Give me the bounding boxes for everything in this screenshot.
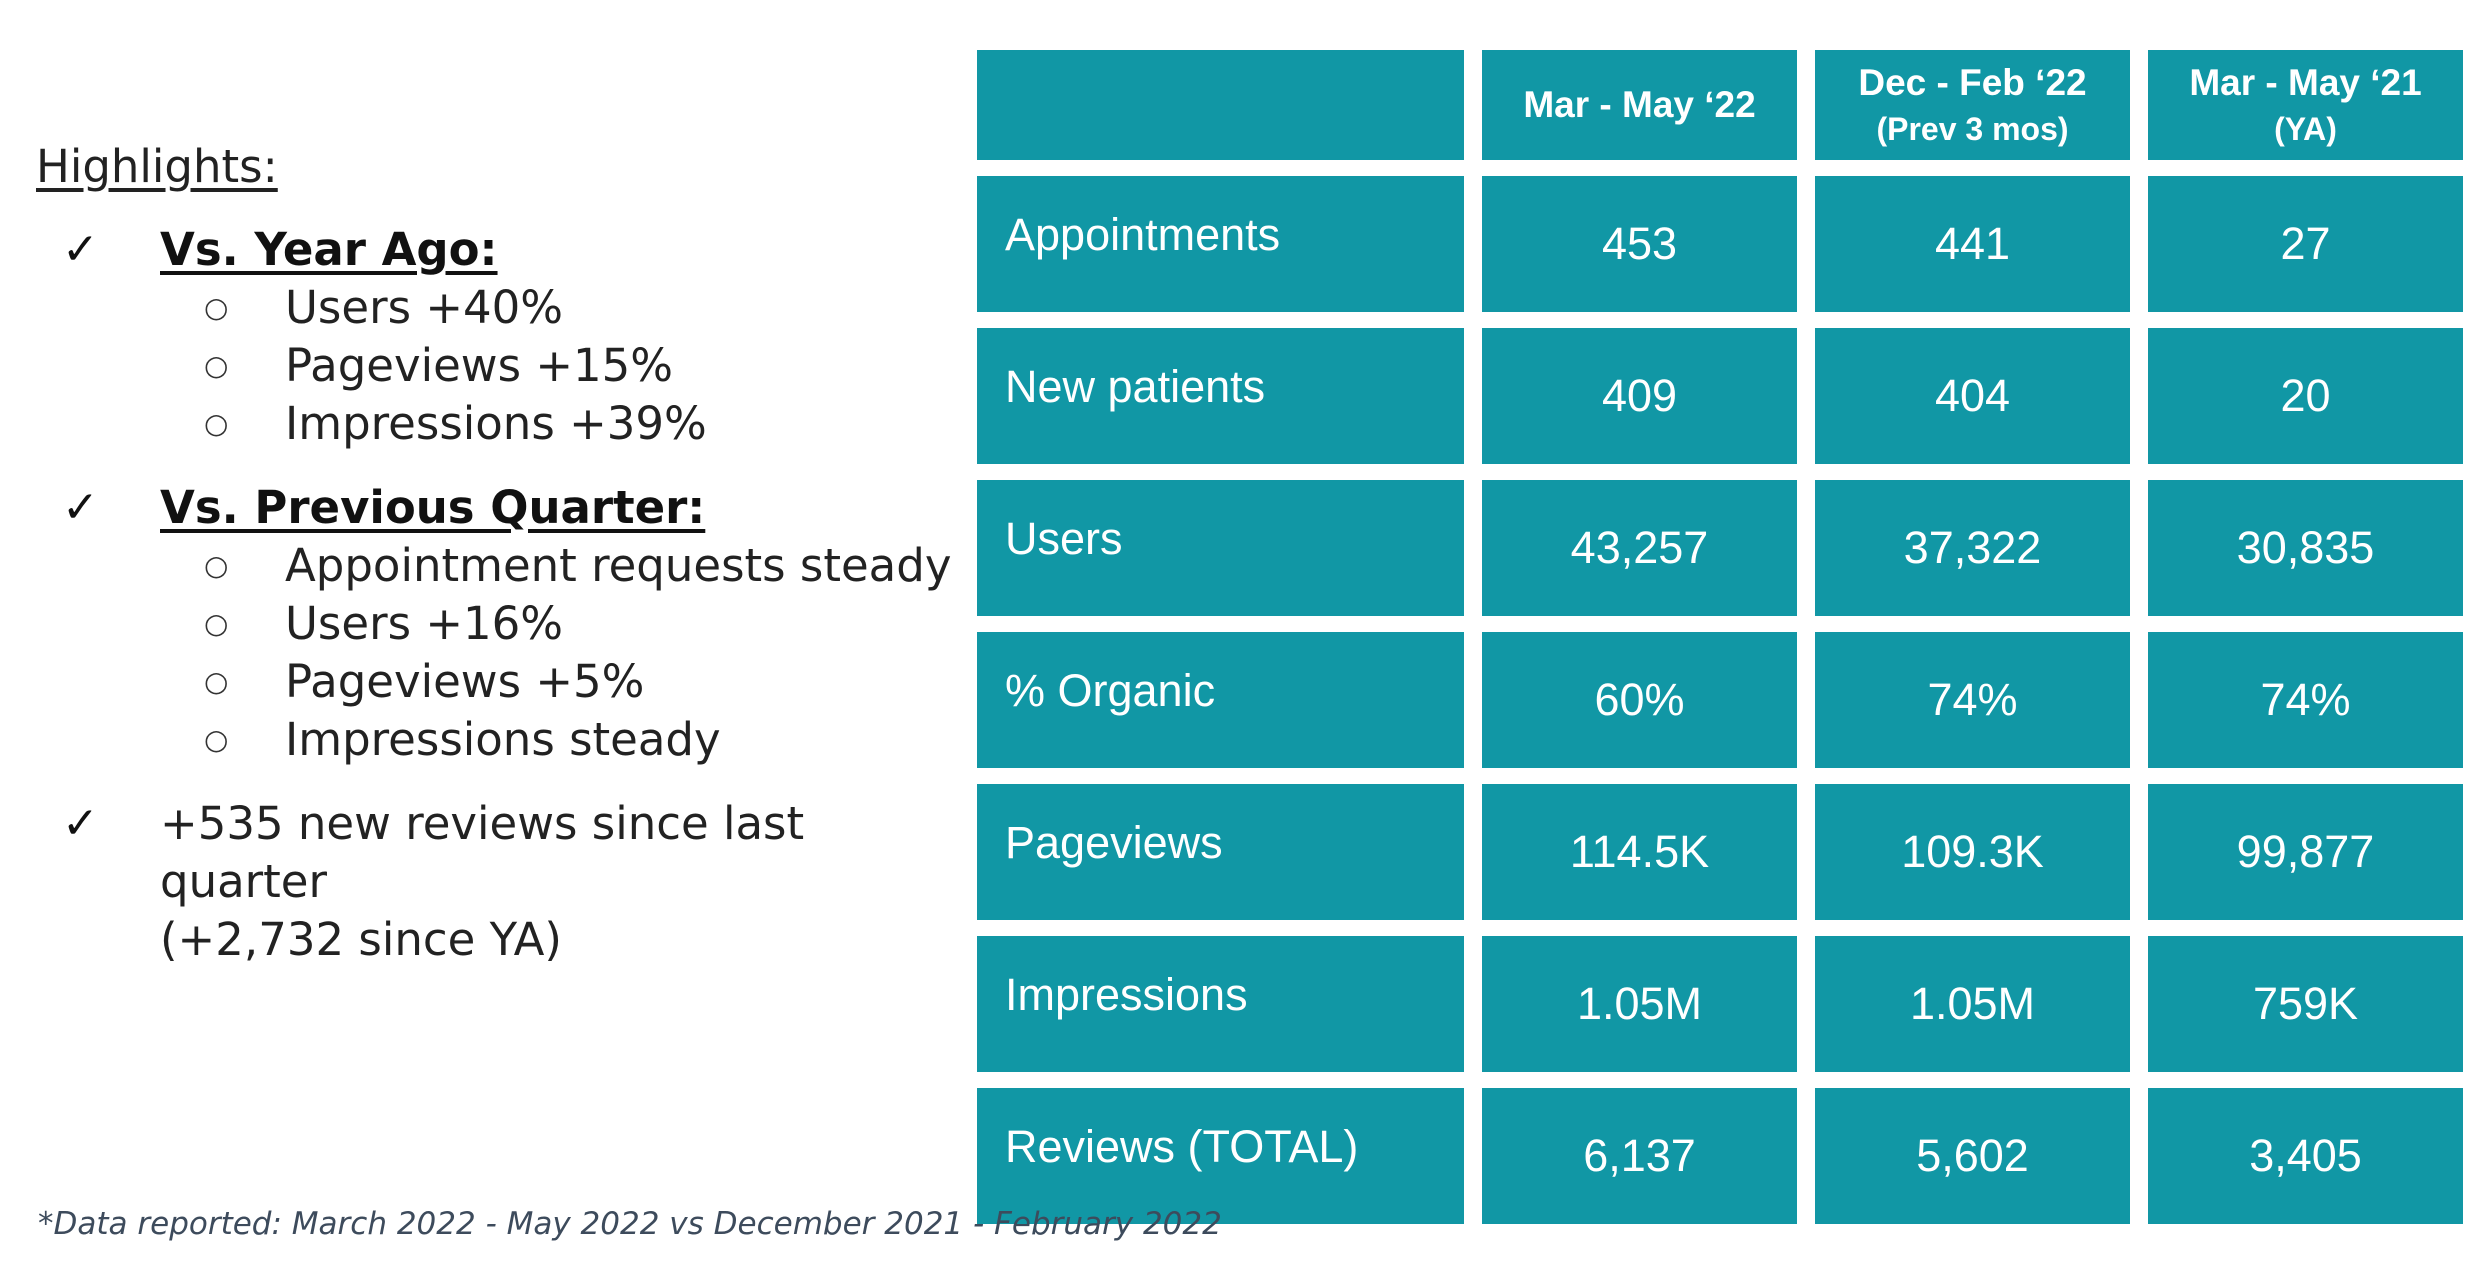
table-row: New patients 409 404 20 [977, 328, 2463, 464]
header-sublabel: (YA) [2274, 111, 2337, 147]
list-item-text: Pageviews +5% [285, 655, 645, 708]
highlights-title: Highlights: [36, 140, 278, 193]
header-cell-year-ago: Mar - May ‘21 (YA) [2148, 50, 2463, 160]
table-cell: 453 [1482, 176, 1797, 312]
list-item: ○ Users +40% [160, 279, 976, 337]
circle-bullet-icon: ○ [204, 291, 229, 324]
table-cell: 6,137 [1482, 1088, 1797, 1224]
section-reviews: ✓ +535 new reviews since last quarter (+… [36, 795, 976, 969]
checkmark-icon: ✓ [62, 798, 99, 849]
header-cell-previous: Dec - Feb ‘22 (Prev 3 mos) [1815, 50, 2130, 160]
table-header-row: Mar - May ‘22 Dec - Feb ‘22 (Prev 3 mos) … [977, 50, 2463, 160]
table-row: Pageviews 114.5K 109.3K 99,877 [977, 784, 2463, 920]
row-label: Users [977, 480, 1464, 616]
section-vs-year-ago: ✓ Vs. Year Ago: ○ Users +40% ○ Pageviews +… [36, 221, 976, 453]
table-cell: 404 [1815, 328, 2130, 464]
circle-bullet-icon: ○ [204, 349, 229, 382]
header-cell-empty [977, 50, 1464, 160]
table-cell: 30,835 [2148, 480, 2463, 616]
table-row: % Organic 60% 74% 74% [977, 632, 2463, 768]
header-sublabel: (Prev 3 mos) [1876, 111, 2069, 147]
table-cell: 114.5K [1482, 784, 1797, 920]
metrics-table: Mar - May ‘22 Dec - Feb ‘22 (Prev 3 mos) … [959, 34, 2481, 1240]
table-cell: 1.05M [1482, 936, 1797, 1072]
circle-bullet-icon: ○ [204, 407, 229, 440]
row-label: Appointments [977, 176, 1464, 312]
section-vs-previous-quarter: ✓ Vs. Previous Quarter: ○ Appointment req… [36, 479, 976, 769]
circle-bullet-icon: ○ [204, 723, 229, 756]
list-item: ○ Impressions steady [160, 711, 976, 769]
reviews-note-line2: (+2,732 since YA) [160, 913, 562, 966]
table-cell: 409 [1482, 328, 1797, 464]
row-label: Impressions [977, 936, 1464, 1072]
highlights-panel: Highlights: ✓ Vs. Year Ago: ○ Users +40% … [36, 140, 976, 995]
footnote: *Data reported: March 2022 - May 2022 vs… [38, 1206, 1222, 1242]
list-item-text: Users +16% [285, 597, 564, 650]
table-cell: 441 [1815, 176, 2130, 312]
table-cell: 109.3K [1815, 784, 2130, 920]
circle-bullet-icon: ○ [204, 607, 229, 640]
table-cell: 37,322 [1815, 480, 2130, 616]
list-item: ○ Impressions +39% [160, 395, 976, 453]
header-label: Dec - Feb ‘22 [1858, 62, 2087, 103]
table-cell: 60% [1482, 632, 1797, 768]
table-cell: 20 [2148, 328, 2463, 464]
header-cell-current: Mar - May ‘22 [1482, 50, 1797, 160]
list-item: ○ Appointment requests steady [160, 537, 976, 595]
header-label: Mar - May ‘21 [2189, 62, 2422, 103]
section-heading: Vs. Previous Quarter: [160, 481, 706, 534]
header-label: Mar - May ‘22 [1523, 84, 1756, 125]
table-cell: 5,602 [1815, 1088, 2130, 1224]
table-row: Users 43,257 37,322 30,835 [977, 480, 2463, 616]
checkmark-icon: ✓ [62, 482, 99, 533]
table-cell: 74% [2148, 632, 2463, 768]
list-item: ○ Pageviews +15% [160, 337, 976, 395]
section-heading: Vs. Year Ago: [160, 223, 498, 276]
table-cell: 43,257 [1482, 480, 1797, 616]
row-label: Pageviews [977, 784, 1464, 920]
table-row: Reviews (TOTAL) 6,137 5,602 3,405 [977, 1088, 2463, 1224]
row-label: Reviews (TOTAL) [977, 1088, 1464, 1224]
list-item-text: Pageviews +15% [285, 339, 674, 392]
table-row: Impressions 1.05M 1.05M 759K [977, 936, 2463, 1072]
reviews-note-line1: +535 new reviews since last quarter [160, 797, 805, 908]
circle-bullet-icon: ○ [204, 665, 229, 698]
table-cell: 27 [2148, 176, 2463, 312]
checkmark-icon: ✓ [62, 224, 99, 275]
table-cell: 3,405 [2148, 1088, 2463, 1224]
table-cell: 74% [1815, 632, 2130, 768]
sub-list: ○ Users +40% ○ Pageviews +15% ○ Impressions… [160, 279, 976, 453]
table-cell: 759K [2148, 936, 2463, 1072]
list-item: ○ Users +16% [160, 595, 976, 653]
table-cell: 99,877 [2148, 784, 2463, 920]
sub-list: ○ Appointment requests steady ○ Users +16%… [160, 537, 976, 769]
table-row: Appointments 453 441 27 [977, 176, 2463, 312]
list-item-text: Impressions steady [285, 713, 721, 766]
row-label: New patients [977, 328, 1464, 464]
list-item-text: Appointment requests steady [285, 539, 952, 592]
list-item: ○ Pageviews +5% [160, 653, 976, 711]
table-cell: 1.05M [1815, 936, 2130, 1072]
row-label: % Organic [977, 632, 1464, 768]
list-item-text: Impressions +39% [285, 397, 707, 450]
circle-bullet-icon: ○ [204, 549, 229, 582]
list-item-text: Users +40% [285, 281, 564, 334]
